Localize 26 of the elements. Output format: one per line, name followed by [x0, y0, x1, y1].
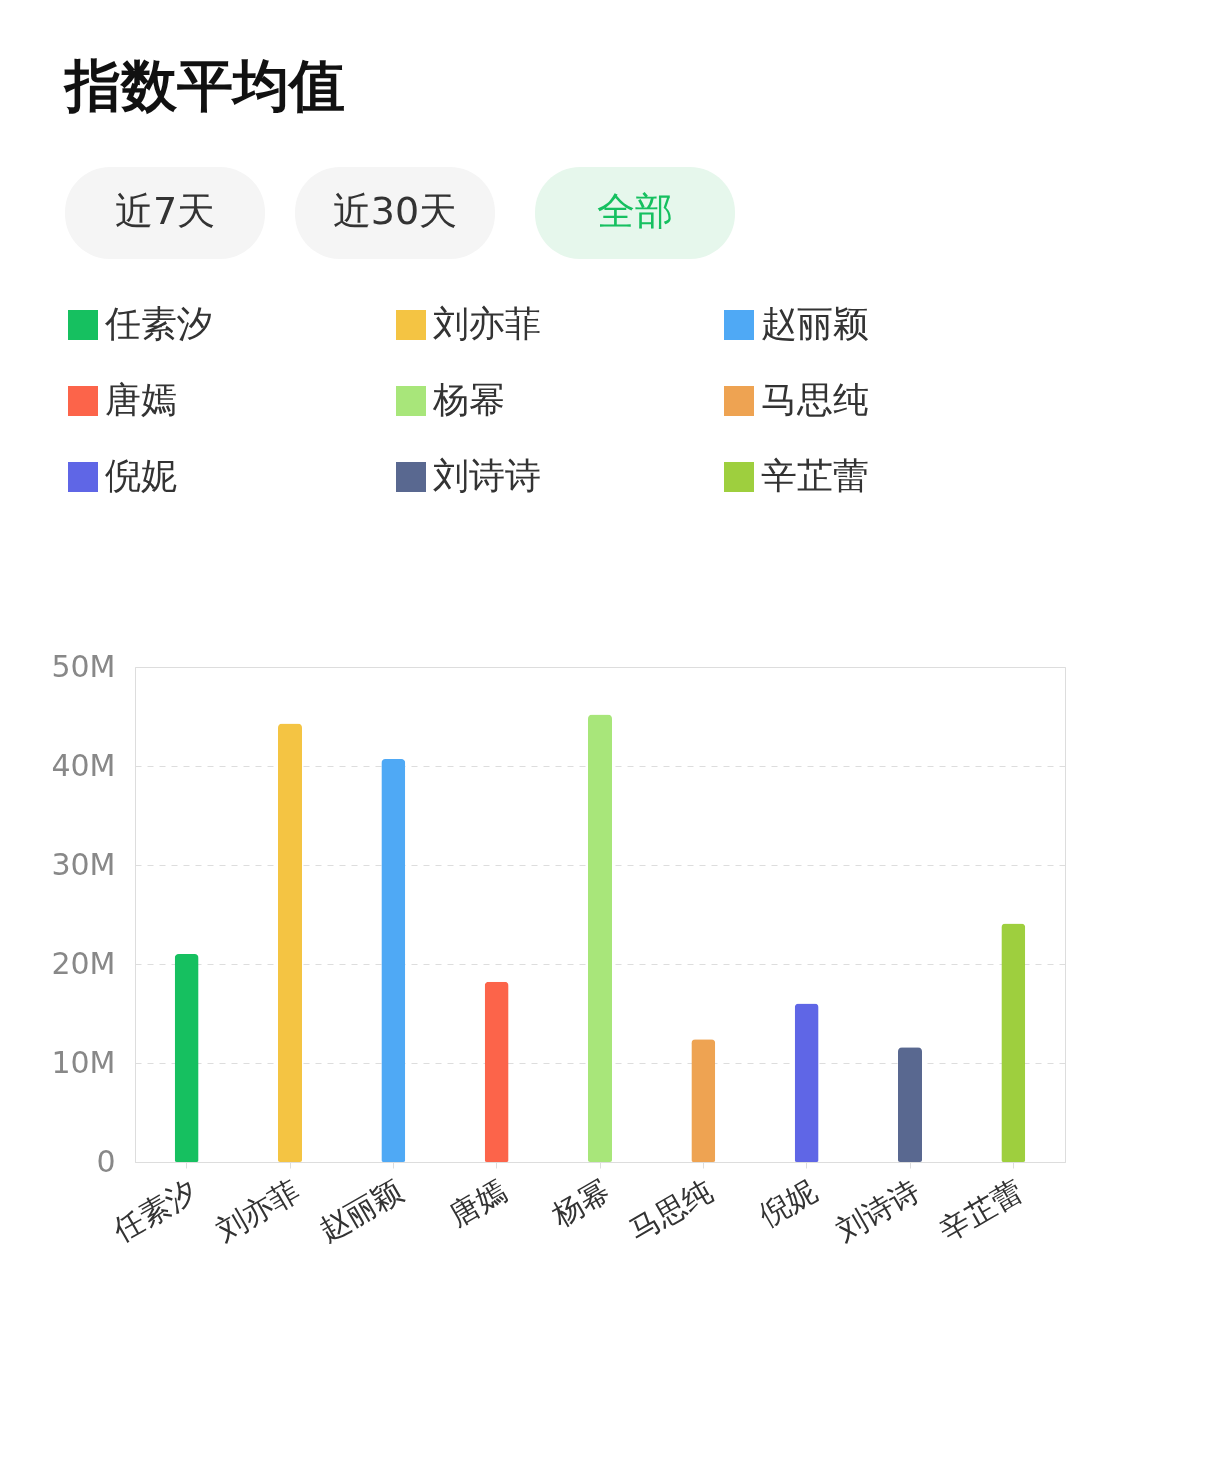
x-tick-label: 倪妮: [752, 1173, 823, 1234]
chart-title: 指数平均值: [63, 53, 345, 118]
legend-label: 杨幂: [432, 379, 505, 420]
legend-label: 倪妮: [105, 455, 177, 496]
legend-label: 赵丽颖: [761, 303, 869, 344]
y-tick-label: 10M: [51, 1044, 116, 1080]
x-tick-label: 刘诗诗: [830, 1173, 926, 1249]
legend-label: 刘亦菲: [433, 303, 541, 344]
text: 全部: [597, 189, 673, 233]
text: 近30天: [332, 189, 458, 233]
y-tick-label: 30M: [51, 846, 116, 882]
text: 近7天: [114, 189, 216, 233]
y-tick-label: 40M: [51, 747, 116, 783]
x-tick-label: 杨幂: [545, 1173, 616, 1234]
legend-label: 辛芷蕾: [761, 455, 869, 496]
y-tick-label: 20M: [51, 945, 116, 981]
x-tick-label: 马思纯: [623, 1173, 719, 1249]
x-tick-label: 刘亦菲: [210, 1173, 306, 1249]
legend-label: 马思纯: [761, 379, 869, 420]
x-tick-label: 赵丽颖: [313, 1173, 409, 1249]
legend-label: 刘诗诗: [433, 455, 541, 496]
x-tick-label: 辛芷蕾: [933, 1173, 1029, 1249]
y-tick-label: 50M: [51, 648, 116, 684]
x-tick-label: 唐嫣: [442, 1173, 513, 1234]
legend-label: 任素汐: [104, 303, 213, 344]
legend-label: 唐嫣: [105, 379, 177, 420]
